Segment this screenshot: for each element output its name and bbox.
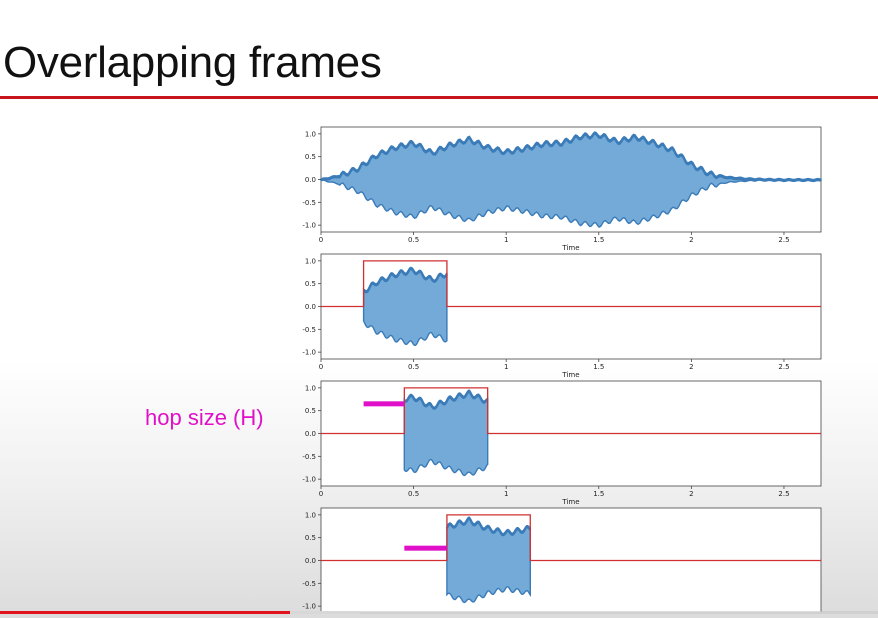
x-axis-label: Time [561, 244, 579, 252]
x-tick-label: 1.5 [593, 490, 604, 498]
y-tick-label: 0.5 [305, 534, 316, 542]
x-tick-label: 1 [504, 236, 508, 244]
waveform-envelope-top [362, 267, 448, 294]
waveform-area [446, 516, 531, 604]
y-tick-label: 1.0 [305, 130, 316, 138]
y-tick-label: 1.0 [305, 511, 316, 519]
x-tick-label: 0.5 [408, 363, 419, 371]
y-tick-label: 1.0 [305, 257, 316, 265]
y-tick-label: -1.0 [302, 349, 316, 357]
chart-panel-1: 1.0 0.5 0.0 -0.5 -1.00 0.5 1 1.5 2 2.5 Time [302, 126, 822, 252]
y-tick-label: 0.0 [305, 303, 316, 311]
progress-buffered [290, 611, 360, 614]
y-tick-label: 0.0 [305, 176, 316, 184]
y-tick-label: -0.5 [302, 326, 316, 334]
chart-panel-4: 1.0 0.5 0.0 -0.5 -1.0 [302, 507, 822, 612]
x-tick-label: 0 [319, 490, 323, 498]
hop-size-label: hop size (H) [145, 405, 264, 430]
chart-panel-3: 1.0 0.5 0.0 -0.5 -1.00 0.5 1 1.5 2 2.5 Time [302, 380, 822, 506]
x-tick-label: 1.5 [593, 236, 604, 244]
x-tick-label: 2.5 [778, 236, 789, 244]
y-tick-label: 1.0 [305, 384, 316, 392]
x-tick-label: 0.5 [408, 490, 419, 498]
title-underline [0, 96, 878, 99]
x-tick-label: 0 [319, 363, 323, 371]
video-progress-bar[interactable] [0, 608, 878, 618]
y-tick-label: -0.5 [302, 580, 316, 588]
y-tick-label: -0.5 [302, 199, 316, 207]
y-tick-label: -1.0 [302, 603, 316, 611]
progress-played [0, 611, 290, 614]
hop-size-bar [404, 545, 447, 551]
waveform-area [362, 266, 448, 346]
y-tick-label: -1.0 [302, 222, 316, 230]
x-tick-label: 2 [689, 490, 693, 498]
y-tick-label: -0.5 [302, 453, 316, 461]
waveform-envelope-top [445, 517, 532, 537]
waveform-envelope-top [320, 132, 822, 183]
hop-size-bar [363, 401, 405, 407]
x-axis-label: Time [561, 498, 579, 506]
x-tick-label: 1 [504, 363, 508, 371]
x-tick-label: 2.5 [778, 363, 789, 371]
progress-remaining [360, 611, 878, 614]
y-tick-label: -1.0 [302, 476, 316, 484]
waveform-charts: 1.00.50.0-0.5-1.00 0.5 1 1.5 2 2.5Time1.00.50… [302, 126, 822, 612]
y-tick-label: 0.5 [305, 407, 316, 415]
window-function-line [321, 260, 821, 308]
chart-panel-2: 1.0 0.5 0.0 -0.5 -1.00 0.5 1 1.5 2 2.5 Time [302, 253, 822, 379]
slide-title: Overlapping frames [3, 38, 382, 87]
x-tick-label: 2 [689, 363, 693, 371]
waveform-envelope-top [403, 390, 489, 410]
x-tick-label: 1 [504, 490, 508, 498]
x-tick-label: 1.5 [593, 363, 604, 371]
window-function-line [321, 514, 821, 562]
x-axis-label: Time [561, 371, 579, 379]
window-function-line [321, 387, 821, 435]
y-tick-label: 0.5 [305, 280, 316, 288]
x-tick-label: 0.5 [408, 236, 419, 244]
y-tick-label: 0.0 [305, 557, 316, 565]
y-tick-label: 0.5 [305, 153, 316, 161]
x-tick-label: 2.5 [778, 490, 789, 498]
x-tick-label: 0 [319, 236, 323, 244]
y-tick-label: 0.0 [305, 430, 316, 438]
x-tick-label: 2 [689, 236, 693, 244]
